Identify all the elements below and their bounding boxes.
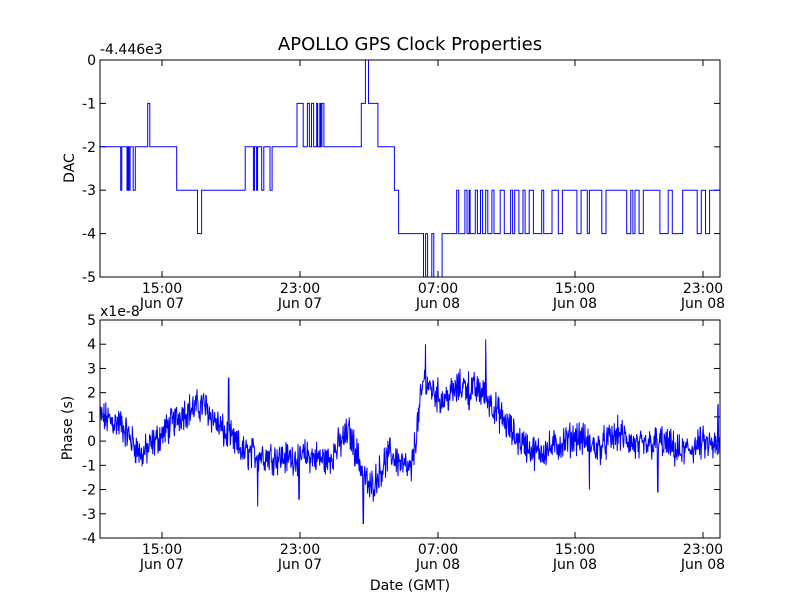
x-tick-label-time: 15:00: [142, 542, 182, 558]
x-tick-label-time: 07:00: [418, 542, 458, 558]
y-tick-label: 1: [87, 410, 96, 426]
dac-plot-frame: [99, 59, 721, 278]
x-tick-label-time: 07:00: [418, 281, 458, 297]
x-tick-label-date: Jun 07: [277, 296, 322, 312]
dac-offset-label: -4.446e3: [100, 42, 163, 58]
x-tick-label-date: Jun 07: [139, 557, 184, 573]
x-tick-label-time: 23:00: [683, 281, 723, 297]
y-tick-label: -3: [82, 507, 96, 523]
y-tick-label: -4: [82, 227, 96, 243]
y-tick-label: -2: [82, 483, 96, 499]
y-tick-label: -2: [82, 140, 96, 156]
y-tick-label: 2: [87, 386, 96, 402]
y-tick-label: -5: [82, 270, 96, 286]
x-tick-label-date: Jun 08: [680, 296, 725, 312]
y-tick-label: 0: [87, 53, 96, 69]
x-tick-label-time: 23:00: [280, 281, 320, 297]
dac-y-ticks: 0 -1 -2 -3 -4 -5: [82, 53, 720, 286]
y-tick-label: 0: [87, 434, 96, 450]
y-tick-label: -1: [82, 96, 96, 112]
x-tick-label-date: Jun 08: [415, 557, 460, 573]
x-tick-label-time: 23:00: [280, 542, 320, 558]
x-tick-label-time: 15:00: [142, 281, 182, 297]
y-tick-label: -4: [82, 531, 96, 547]
x-tick-label-date: Jun 07: [277, 557, 322, 573]
x-tick-label-time: 15:00: [555, 281, 595, 297]
x-tick-label-date: Jun 08: [415, 296, 460, 312]
x-tick-label-date: Jun 08: [680, 557, 725, 573]
dac-series-line: [100, 59, 720, 278]
phase-plot-frame: [99, 319, 721, 539]
y-tick-label: 4: [87, 337, 96, 353]
y-tick-label: 5: [87, 313, 96, 329]
x-tick-label-date: Jun 08: [552, 557, 597, 573]
y-tick-label: -3: [82, 183, 96, 199]
phase-y-ticks: 5 4 3 2 1 0 -1 -2 -3 -4: [82, 313, 720, 547]
y-tick-label: 3: [87, 361, 96, 377]
phase-x-axis-label: Date (GMT): [370, 578, 450, 594]
x-tick-label-time: 15:00: [555, 542, 595, 558]
x-tick-label-date: Jun 07: [139, 296, 184, 312]
dac-panel: APOLLO GPS Clock Properties -4.446e3 DAC…: [62, 34, 725, 312]
phase-panel: x1e-8 Phase (s) Date (GMT) 5 4 3 2 1 0 -1 -2 -3 -…: [60, 304, 725, 594]
x-tick-label-date: Jun 08: [552, 296, 597, 312]
x-tick-label-time: 23:00: [683, 542, 723, 558]
phase-series-line: [99, 339, 721, 524]
chart-title: APOLLO GPS Clock Properties: [278, 34, 542, 55]
dac-y-axis-label: DAC: [62, 153, 78, 183]
phase-offset-label: x1e-8: [100, 304, 140, 320]
phase-y-axis-label: Phase (s): [60, 396, 76, 460]
y-tick-label: -1: [82, 458, 96, 474]
